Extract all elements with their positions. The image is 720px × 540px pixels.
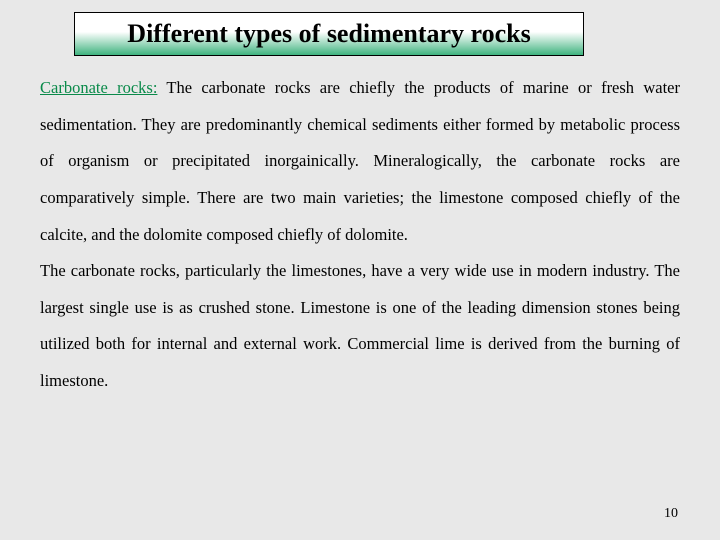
paragraph-1-text: The carbonate rocks are chiefly the prod… (40, 78, 680, 244)
body-content: Carbonate rocks: The carbonate rocks are… (40, 70, 680, 400)
carbonate-rocks-label: Carbonate rocks: (40, 78, 157, 97)
paragraph-1: Carbonate rocks: The carbonate rocks are… (40, 70, 680, 253)
page-title: Different types of sedimentary rocks (127, 19, 530, 49)
paragraph-2: The carbonate rocks, particularly the li… (40, 253, 680, 400)
page-number: 10 (664, 506, 678, 522)
title-box: Different types of sedimentary rocks (74, 12, 584, 56)
